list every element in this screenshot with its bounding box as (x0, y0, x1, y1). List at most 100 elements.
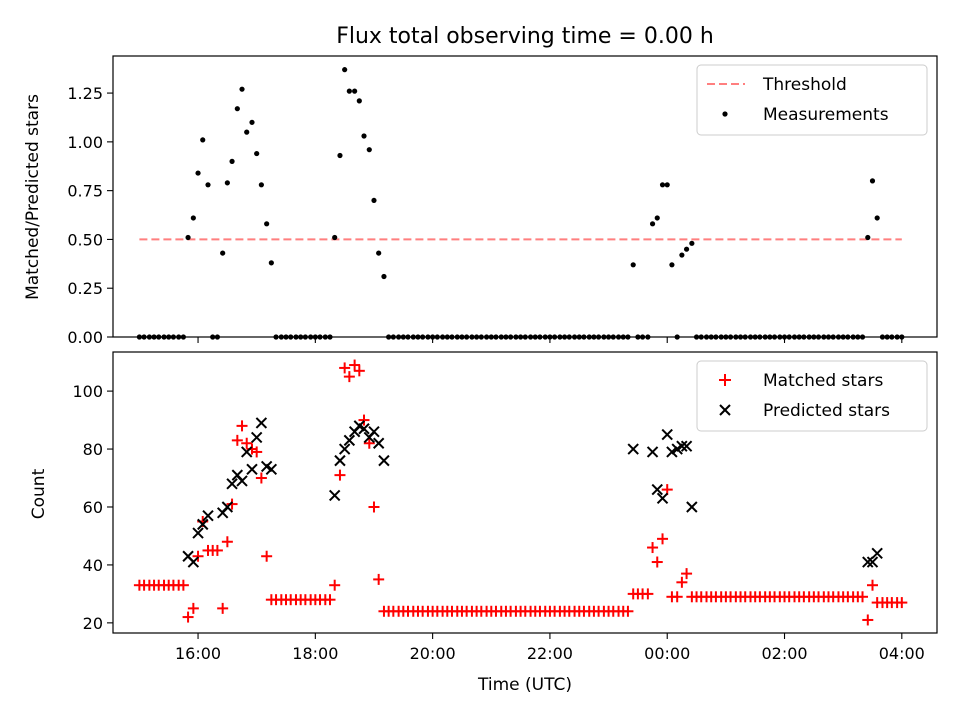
y-tick-label: 80 (83, 440, 103, 459)
x-axis-label: Time (UTC) (477, 675, 572, 695)
measurement-point (258, 182, 264, 188)
measurement-point (747, 334, 754, 340)
measurement-point (586, 334, 592, 340)
measurement-point (390, 334, 396, 340)
measurement-point (674, 334, 680, 340)
predicted-star-point (862, 556, 874, 568)
predicted-star-point (627, 443, 639, 455)
measurement-point (664, 182, 670, 188)
measurement-point (777, 334, 783, 340)
matched-star-point (651, 556, 663, 568)
x-tick-label: 02:00 (761, 644, 807, 663)
predicted-star-point (250, 431, 263, 444)
predicted-star-point (368, 425, 380, 438)
x-tick-label: 20:00 (410, 644, 456, 663)
measurement-point (488, 334, 494, 340)
measurement-point (825, 334, 832, 340)
measurement-point (835, 334, 842, 340)
measurement-point (322, 334, 328, 340)
measurement-point (815, 334, 822, 340)
matched-star-point (226, 498, 238, 510)
matched-star-point (187, 602, 199, 614)
measurement-point (288, 334, 294, 340)
measurement-point (737, 334, 744, 340)
measurement-point (639, 334, 646, 340)
measurement-point (381, 273, 387, 280)
measurement-point (376, 250, 382, 256)
predicted-star-point (686, 501, 698, 513)
measurement-point (801, 334, 807, 340)
matched-star-point (896, 597, 908, 609)
measurement-point (830, 334, 836, 340)
matched-star-point (236, 420, 248, 432)
measurement-point (234, 106, 240, 112)
measurement-point (811, 334, 817, 340)
chart-title: Flux total observing time = 0.00 h (336, 24, 714, 49)
measurement-point (742, 334, 748, 340)
measurement-point (239, 86, 245, 92)
measurement-point (865, 234, 871, 241)
measurement-point (786, 334, 792, 340)
measurement-point (298, 334, 304, 340)
measurement-point (425, 334, 431, 340)
measurement-point (532, 334, 538, 340)
measurement-point (752, 334, 758, 340)
matched-star-point (192, 550, 204, 562)
matched-star-point (231, 434, 243, 446)
x-tick-label: 16:00 (175, 644, 221, 663)
measurement-point (767, 334, 773, 340)
predicted-star-point (866, 556, 879, 568)
ratio-panel: 0.00 0.25 0.50 0.75 1.00 1.25 Threshold Measure… (67, 55, 938, 347)
measurement-point (170, 334, 177, 340)
measurement-point (293, 334, 299, 340)
matched-star-point (324, 594, 336, 606)
measurement-point (576, 334, 582, 340)
measurement-point (601, 334, 607, 340)
measurement-point (869, 178, 876, 184)
measurement-point (459, 334, 465, 340)
measurement-point (430, 334, 436, 340)
predicted-star-point (651, 483, 663, 496)
measurement-point (723, 334, 729, 340)
predicted-star-point (334, 454, 346, 467)
count-panel: 20 40 60 80 100 16:00 18:00 20:00 22:00 00:00 02:0… (72, 351, 938, 663)
measurement-point (513, 334, 519, 340)
matched-star-point (343, 371, 355, 383)
measurement-point (669, 262, 675, 268)
measurement-point (342, 67, 348, 73)
measurement-point (156, 334, 162, 340)
measurement-point (396, 334, 402, 340)
measurement-point (708, 334, 714, 340)
measurement-point (302, 334, 308, 340)
predicted-star-point (328, 489, 341, 502)
measurement-point (845, 334, 851, 340)
measurement-point (220, 250, 226, 256)
measurement-point (180, 334, 186, 340)
measurement-point (214, 334, 220, 340)
measurement-point (366, 147, 372, 153)
matched-star-point (261, 550, 273, 562)
predicted-star-point (680, 440, 693, 452)
y-tick-label: 60 (83, 498, 103, 517)
measurement-point (889, 334, 895, 340)
measurement-point (518, 334, 524, 340)
measurement-point (141, 334, 147, 340)
matched-star-point (363, 437, 375, 449)
y-tick-label: 100 (72, 382, 103, 401)
measurement-point (176, 334, 182, 340)
predicted-star-point (378, 454, 390, 467)
measurement-point (899, 334, 905, 340)
measurement-point (713, 334, 719, 340)
measurement-point (268, 260, 274, 266)
matched-star-point (255, 472, 267, 484)
measurement-point (151, 334, 157, 340)
measurement-point (649, 221, 656, 227)
matched-star-point (329, 579, 341, 591)
measurement-point (635, 334, 641, 340)
measurement-point (625, 334, 631, 340)
measurement-point (493, 334, 499, 340)
measurement-point (386, 334, 392, 340)
measurement-point (859, 334, 866, 340)
measurement-point (224, 180, 230, 186)
measurement-point (703, 334, 710, 340)
